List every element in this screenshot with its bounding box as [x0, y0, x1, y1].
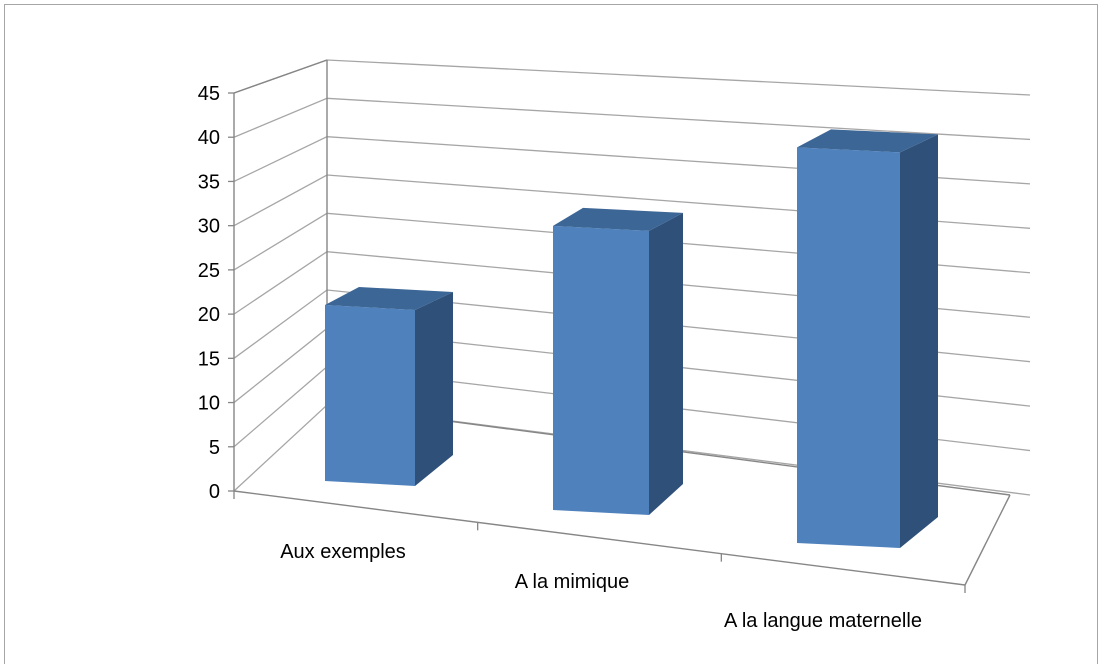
bar-0 — [325, 287, 453, 486]
x-tick-label: A la mimique — [515, 571, 630, 593]
bars — [325, 129, 938, 548]
bar-side-face — [649, 212, 683, 515]
gridline — [233, 59, 1031, 96]
left-wall-top — [233, 59, 328, 94]
bar-front-face — [553, 225, 649, 515]
y-tick-label: 25 — [198, 260, 220, 282]
x-axis-ticks: Aux exemples A la mimique A la langue mate… — [280, 541, 922, 632]
bar-1 — [553, 207, 683, 515]
y-tick-label: 35 — [198, 171, 220, 193]
column-chart-3d: 0 5 10 15 20 25 30 35 40 45 Aux exemples A la mimi… — [198, 59, 1031, 632]
bar-top-face — [797, 129, 938, 153]
y-tick-label: 40 — [198, 127, 220, 149]
y-tick-label: 20 — [198, 304, 220, 326]
bar-2 — [797, 129, 938, 548]
bar-front-face — [325, 305, 415, 486]
x-axis-line — [233, 490, 966, 586]
y-tick-label: 15 — [198, 348, 220, 370]
x-tick-label: A la langue maternelle — [724, 610, 922, 632]
bar-side-face — [900, 134, 938, 548]
y-axis-ticks: 0 5 10 15 20 25 30 35 40 45 — [198, 83, 234, 503]
bar-top-face — [553, 207, 683, 231]
chart-area: 0 5 10 15 20 25 30 35 40 45 Aux exemples A la mimi… — [4, 4, 1098, 664]
y-tick-label: 0 — [209, 481, 220, 503]
bar-front-face — [797, 147, 900, 548]
y-tick-label: 45 — [198, 83, 220, 105]
y-tick-label: 30 — [198, 216, 220, 238]
y-tick-label: 10 — [198, 393, 220, 415]
floor-right-edge — [964, 494, 1011, 586]
x-tick-label: Aux exemples — [280, 541, 406, 563]
bar-side-face — [415, 292, 453, 486]
y-tick-label: 5 — [209, 437, 220, 459]
bar-top-face — [325, 287, 453, 310]
